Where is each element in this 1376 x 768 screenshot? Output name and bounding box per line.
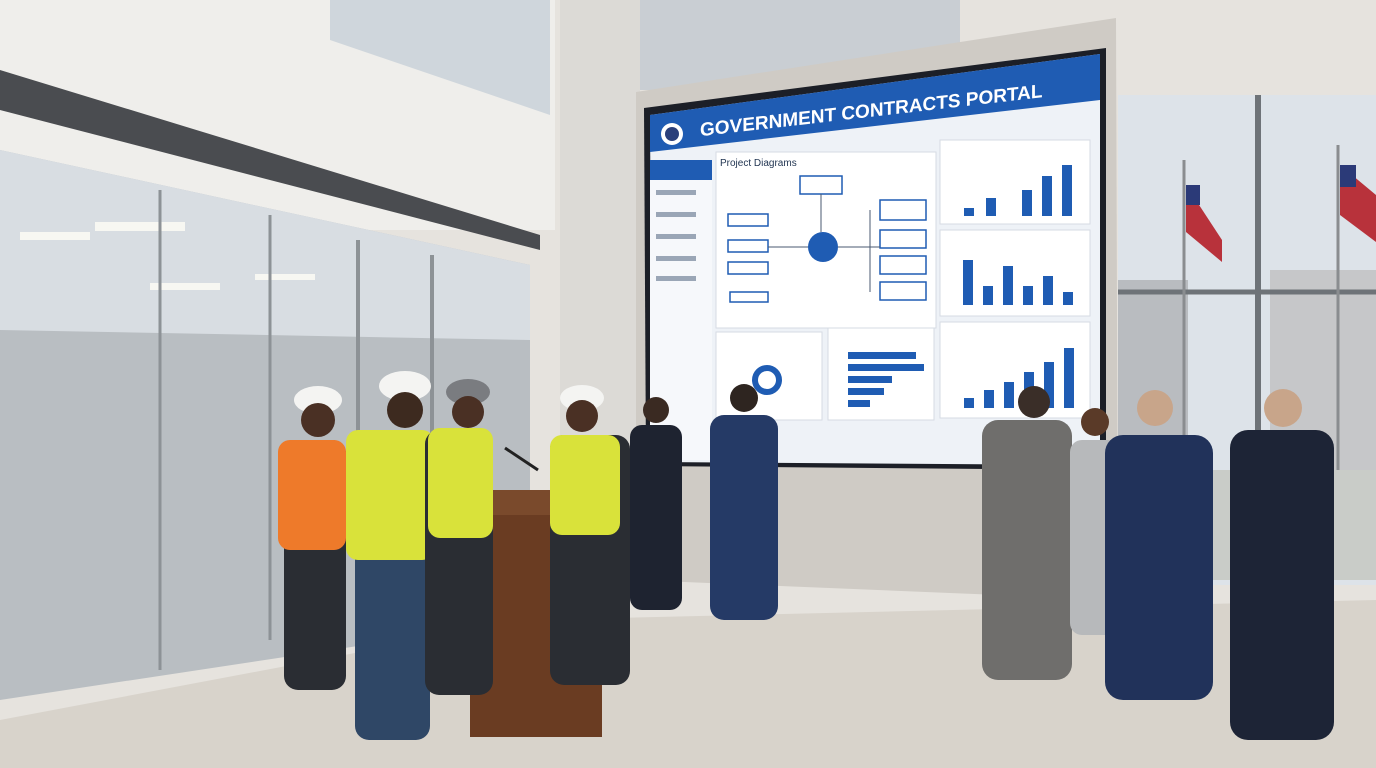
flag-canton — [1186, 185, 1200, 205]
diagram-hub — [808, 232, 838, 262]
donut — [752, 365, 782, 395]
officials — [630, 384, 1334, 740]
screen-header — [650, 54, 1100, 152]
ceiling-vent — [0, 70, 540, 250]
ceiling-light — [150, 283, 220, 290]
balcony-glass — [330, 0, 550, 115]
ceiling-light — [95, 222, 185, 231]
panel-title: Project Diagrams — [720, 158, 797, 169]
chart-bars — [848, 165, 1074, 408]
ceiling-light — [255, 274, 315, 280]
ceiling-light — [20, 232, 90, 240]
workers — [278, 371, 630, 740]
diagram-links — [768, 194, 880, 292]
glass-room-upper — [0, 150, 530, 340]
seal — [665, 127, 679, 141]
sidebar-active — [650, 160, 712, 180]
flag-canton — [1340, 165, 1356, 187]
microphone — [504, 446, 539, 472]
sidebar-items — [656, 190, 696, 281]
diagram-nodes — [727, 175, 927, 303]
